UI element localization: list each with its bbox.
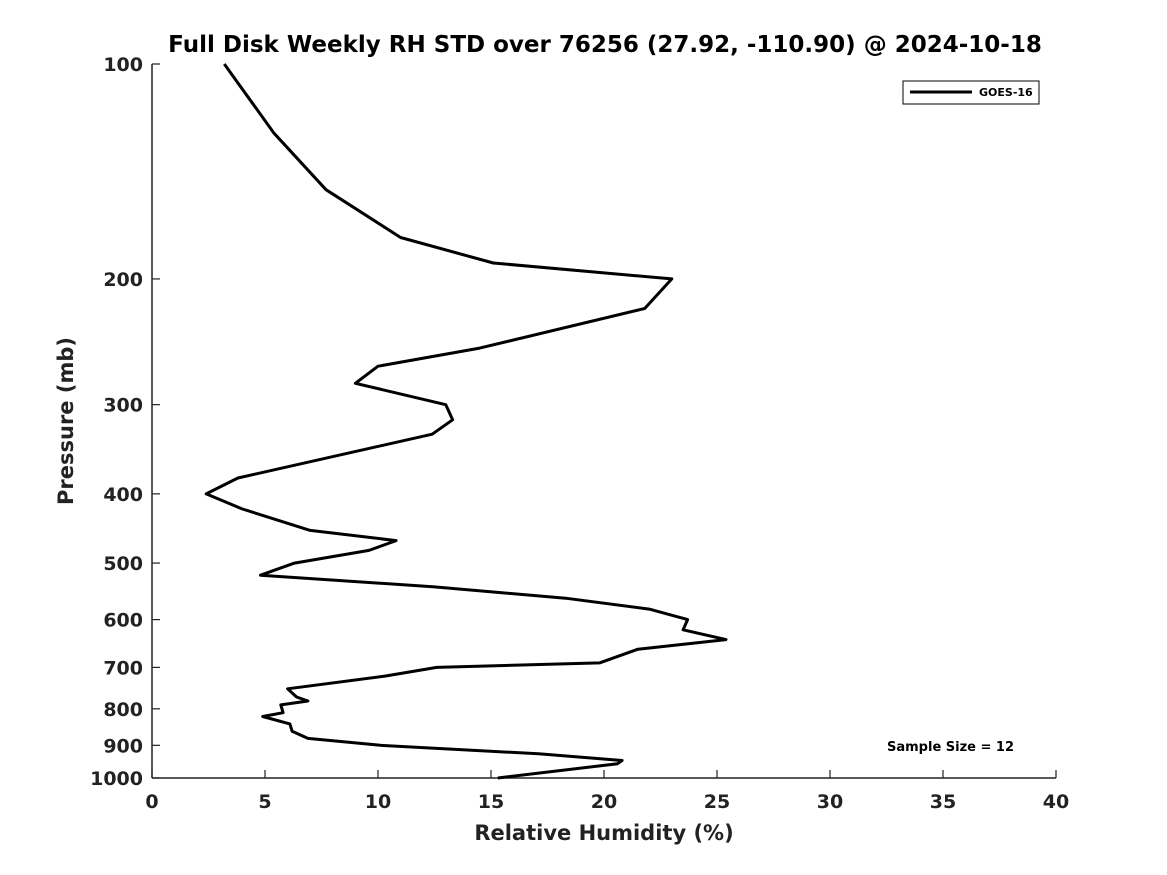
x-tick-label: 40 <box>1043 791 1069 813</box>
x-tick-label: 20 <box>591 791 617 813</box>
y-tick-label: 500 <box>103 553 143 575</box>
chart-title: Full Disk Weekly RH STD over 76256 (27.9… <box>168 32 1042 58</box>
plot-axes <box>151 64 1056 779</box>
legend-entry-goes-16: GOES-16 <box>979 86 1033 99</box>
series-line-goes-16 <box>204 63 728 780</box>
x-tick-label: 25 <box>704 791 730 813</box>
y-axis-label: Pressure (mb) <box>54 337 78 505</box>
x-tick-label: 0 <box>145 791 158 813</box>
x-axis-label: Relative Humidity (%) <box>474 821 733 845</box>
y-tick-label: 300 <box>103 395 143 417</box>
y-tick-label: 200 <box>103 269 143 291</box>
y-tick-label: 700 <box>103 657 143 679</box>
y-tick-label: 900 <box>103 735 143 757</box>
y-tick-label: 400 <box>103 484 143 506</box>
x-tick-group: 0 5 10 15 20 25 30 35 40 <box>145 770 1069 813</box>
x-tick-label: 10 <box>365 791 391 813</box>
y-tick-label: 100 <box>103 54 143 76</box>
y-tick-label: 800 <box>103 699 143 721</box>
x-tick-label: 35 <box>930 791 956 813</box>
x-tick-label: 5 <box>258 791 271 813</box>
x-tick-label: 15 <box>478 791 504 813</box>
y-tick-label: 600 <box>103 610 143 632</box>
legend: GOES-16 <box>902 80 1040 105</box>
y-tick-label: 1000 <box>90 768 143 790</box>
sample-size-annotation: Sample Size = 12 <box>887 740 1014 755</box>
y-tick-group: 100 200 300 400 500 600 700 800 900 1000 <box>90 54 160 790</box>
x-tick-label: 30 <box>817 791 843 813</box>
